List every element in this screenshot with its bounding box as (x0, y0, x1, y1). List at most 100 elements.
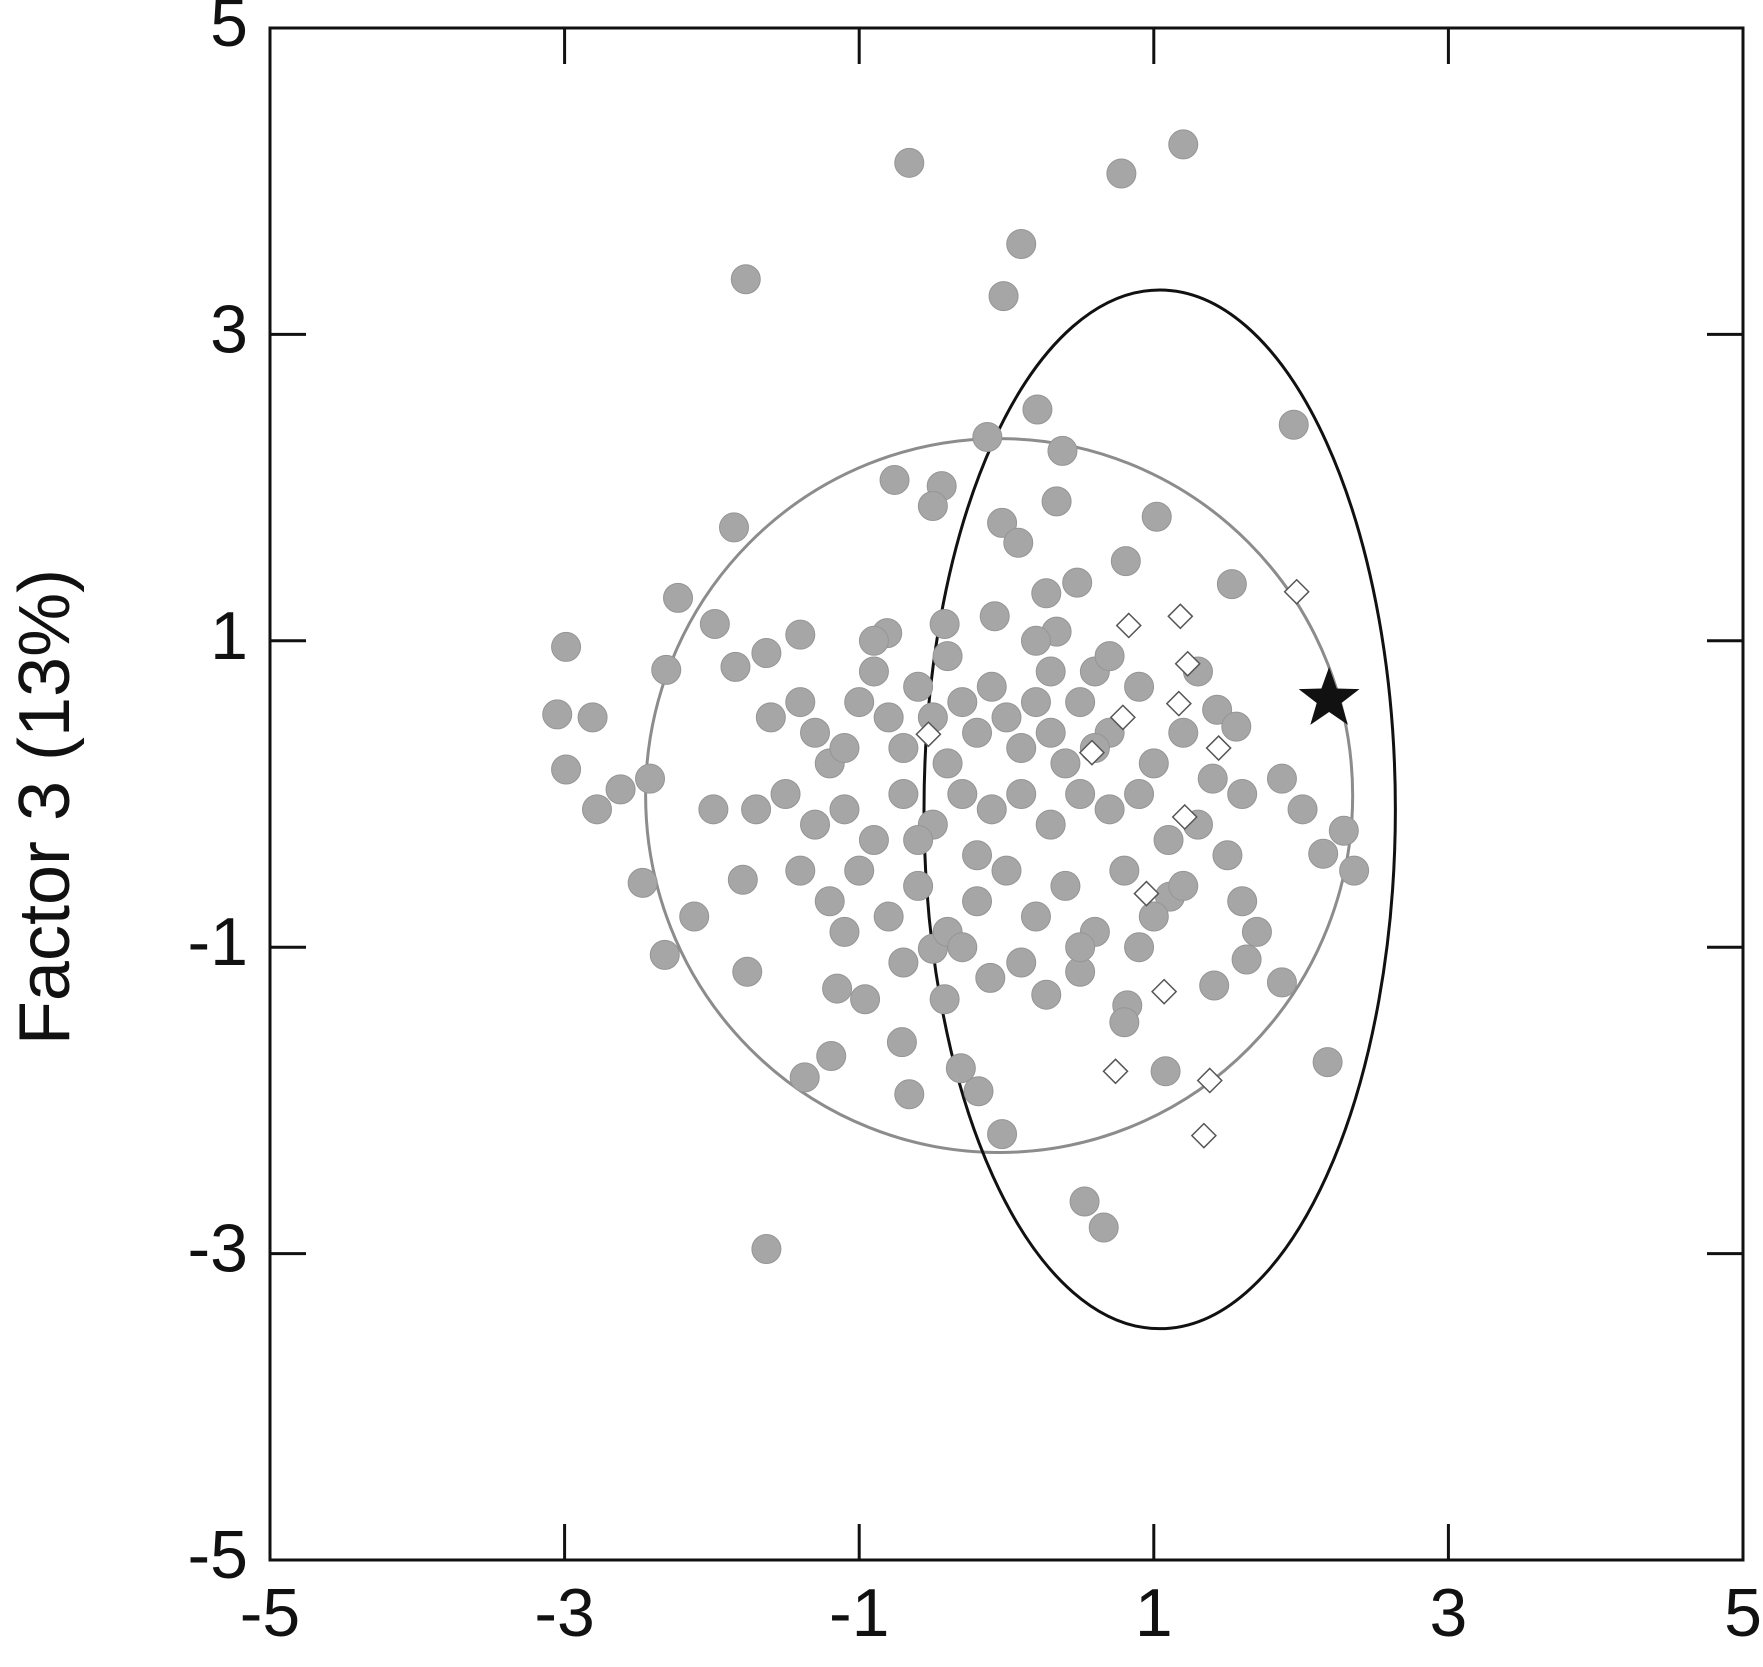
circle-point (698, 794, 729, 825)
circle-point (844, 687, 875, 718)
circle-point (1141, 501, 1172, 532)
confidence-ellipse (922, 288, 1397, 1331)
circle-point (730, 264, 761, 295)
diamond-point (1115, 612, 1142, 639)
circle-point (785, 855, 816, 886)
circle-point (1231, 944, 1262, 975)
circle-point (873, 901, 904, 932)
circle-point (770, 779, 801, 809)
circle-point (1202, 694, 1233, 725)
y-tick-label: 1 (210, 598, 248, 674)
y-tick-label: 5 (210, 0, 248, 61)
x-tick-label: -1 (829, 1575, 889, 1651)
circle-point (1138, 748, 1169, 779)
circle-point (785, 619, 816, 650)
circle-point (932, 748, 963, 779)
circle-point (829, 733, 860, 764)
circle-point (679, 901, 710, 932)
circle-point (1227, 886, 1258, 917)
diamond-point (1196, 1067, 1223, 1094)
circle-point (829, 916, 860, 947)
circle-point (858, 824, 889, 855)
circle-point (917, 490, 948, 521)
circle-point (962, 886, 993, 917)
diamond-point (1174, 650, 1201, 677)
circle-point (551, 754, 582, 785)
circle-point (1339, 855, 1370, 886)
circle-point (718, 512, 749, 543)
circle-point (627, 867, 658, 898)
diamond-point (1190, 1122, 1217, 1149)
circle-point (1094, 794, 1125, 825)
circle-point (1241, 916, 1272, 947)
circle-point (1035, 809, 1066, 840)
y-tick-label: 3 (210, 291, 248, 367)
x-tick-label: 1 (1135, 1575, 1173, 1651)
circle-point (789, 1062, 820, 1093)
circle-point (1041, 486, 1072, 517)
circle-point (699, 608, 730, 639)
diamond-point (1151, 978, 1178, 1005)
circle-point (1308, 838, 1339, 869)
circle-point (844, 855, 875, 886)
circle-point (651, 654, 682, 685)
circle-point (1006, 229, 1037, 260)
circle-point (888, 779, 919, 809)
circle-point (1006, 733, 1037, 764)
circle-point (1109, 855, 1140, 886)
circle-point (1287, 794, 1318, 825)
x-tick-label: -5 (240, 1575, 300, 1651)
x-tick-label: 3 (1429, 1575, 1467, 1651)
circle-point (987, 507, 1018, 538)
circle-point (1110, 546, 1141, 577)
circle-point (903, 671, 934, 702)
circle-point (1035, 717, 1066, 748)
circle-point (1094, 641, 1125, 672)
diamond-point (1283, 578, 1310, 605)
circle-point (962, 840, 993, 871)
y-axis-label: Factor 3 (13%) (5, 569, 85, 1045)
circle-point (1227, 779, 1258, 809)
circle-point (829, 794, 860, 825)
circle-point (1109, 1007, 1140, 1038)
circle-point (947, 779, 978, 809)
circle-point (1199, 970, 1230, 1001)
circle-point (1065, 779, 1096, 809)
circle-point (947, 932, 978, 963)
circle-point (1069, 1186, 1100, 1217)
diamond-point (1165, 690, 1192, 717)
circle-point (1312, 1047, 1343, 1078)
circle-point (1006, 947, 1037, 978)
circle-point (991, 855, 1022, 886)
circle-point (1278, 409, 1309, 440)
circle-point (1031, 979, 1062, 1010)
axes-layer: -5 -3 -1 1 3 5 -5 -3 -1 1 3 5 (188, 0, 1762, 1651)
x-tick-label: -3 (534, 1575, 594, 1651)
circle-point (894, 147, 925, 178)
circle-point (873, 702, 904, 733)
circle-point (1138, 901, 1169, 932)
circle-point (582, 794, 613, 825)
circle-point (720, 651, 751, 682)
circle-point (1124, 779, 1155, 809)
circle-point (979, 601, 1010, 632)
circle-point (1003, 527, 1034, 558)
circle-point (800, 809, 831, 840)
circle-point (947, 687, 978, 718)
diamond-point (1078, 739, 1105, 766)
circle-point (1050, 748, 1081, 779)
diamond-point (1133, 880, 1160, 907)
circle-point (635, 763, 666, 794)
circle-point (850, 984, 881, 1015)
circle-point (814, 886, 845, 917)
circle-point (945, 1053, 976, 1084)
plot-frame (268, 26, 1745, 1562)
circle-point (1065, 932, 1096, 963)
circle-point (888, 733, 919, 764)
circle-point (785, 687, 816, 718)
circle-point (751, 1234, 782, 1265)
circle-point (962, 717, 993, 748)
circle-point (929, 608, 960, 639)
